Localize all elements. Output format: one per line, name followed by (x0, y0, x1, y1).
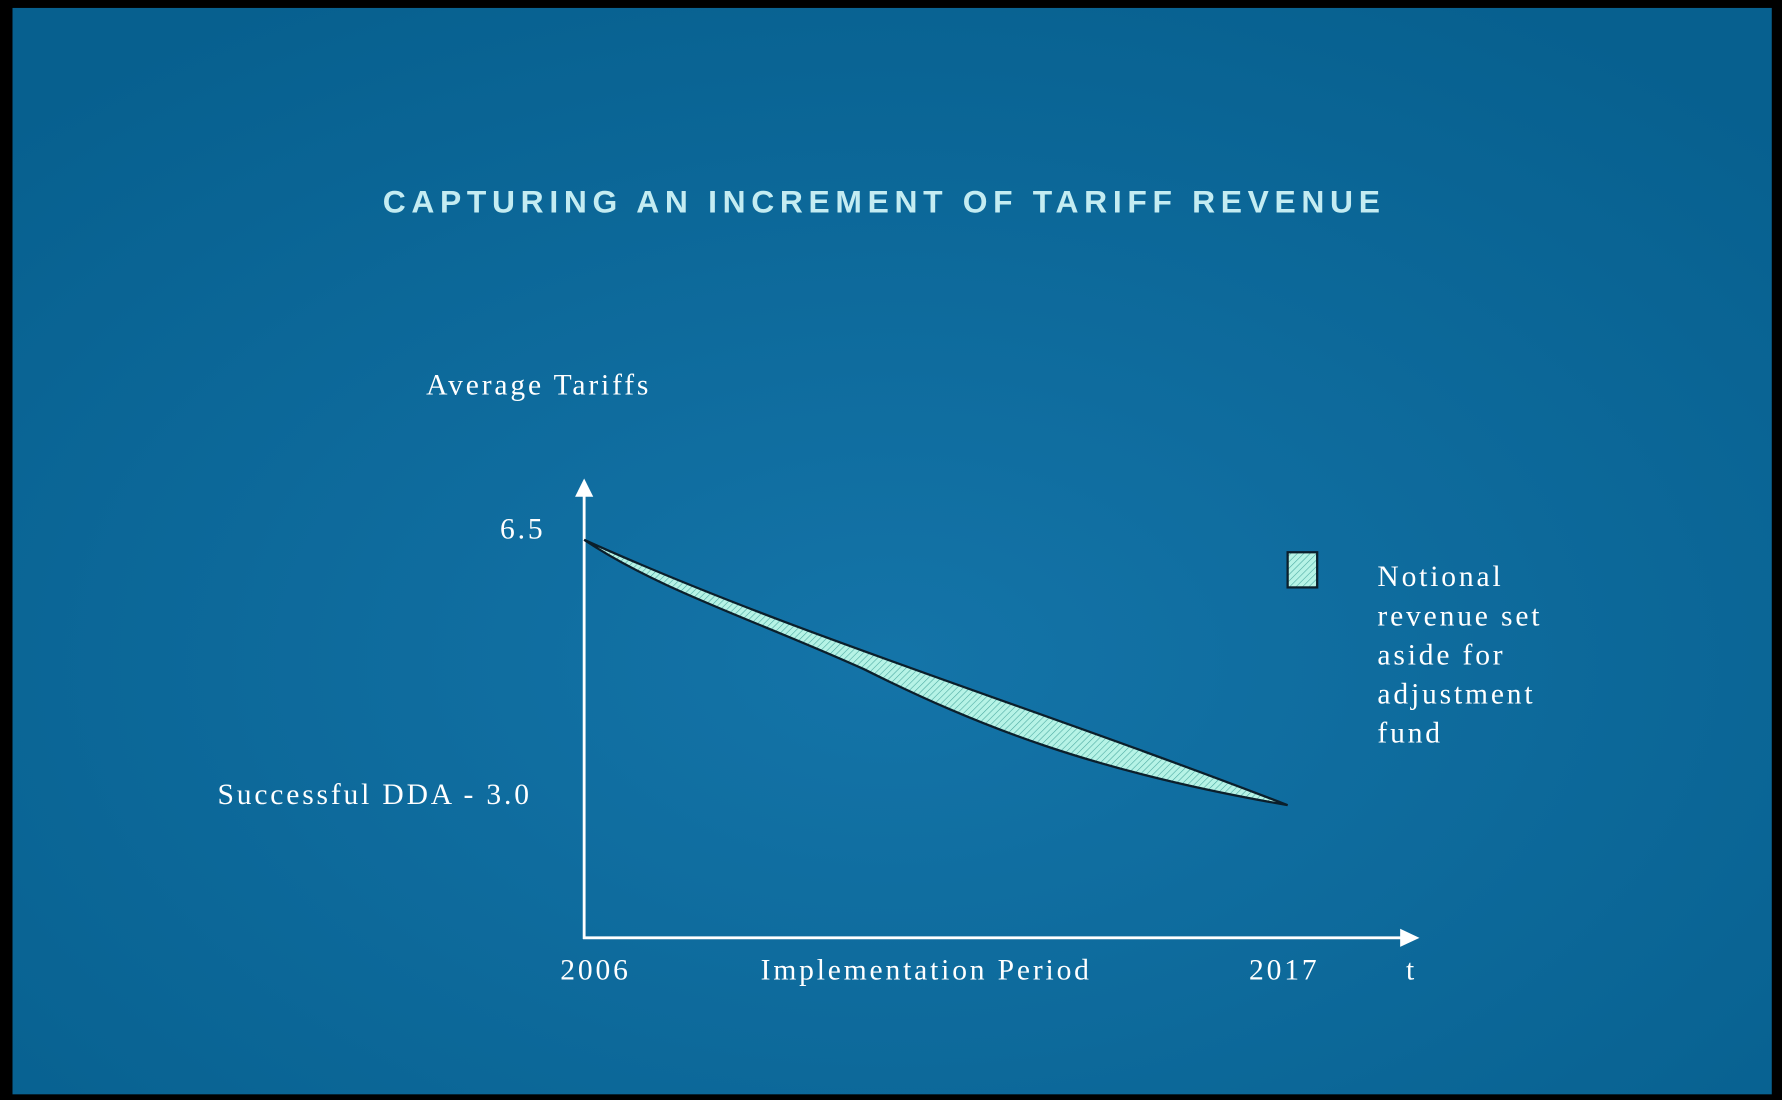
legend-text: Notional (1377, 561, 1503, 593)
legend-swatch (1288, 552, 1318, 587)
page: CAPTURING AN INCREMENT OF TARIFF REVENUE… (0, 0, 1782, 1100)
title: CAPTURING AN INCREMENT OF TARIFF REVENUE (383, 184, 1386, 220)
legend-text: revenue set (1377, 600, 1542, 632)
x-label: 2017 (1249, 955, 1319, 987)
x-label: 2006 (560, 955, 630, 987)
legend-text: aside for (1377, 640, 1505, 672)
slide: CAPTURING AN INCREMENT OF TARIFF REVENUE… (0, 0, 1782, 1100)
background (13, 8, 1772, 1094)
legend-text: adjustment (1377, 679, 1535, 711)
legend-text: fund (1377, 718, 1443, 750)
x-label: t (1406, 955, 1417, 987)
y-axis-label: Average Tariffs (426, 370, 651, 402)
y-label: 6.5 (500, 514, 545, 546)
x-label: Implementation Period (761, 955, 1092, 987)
y-label: Successful DDA - 3.0 (217, 779, 531, 811)
